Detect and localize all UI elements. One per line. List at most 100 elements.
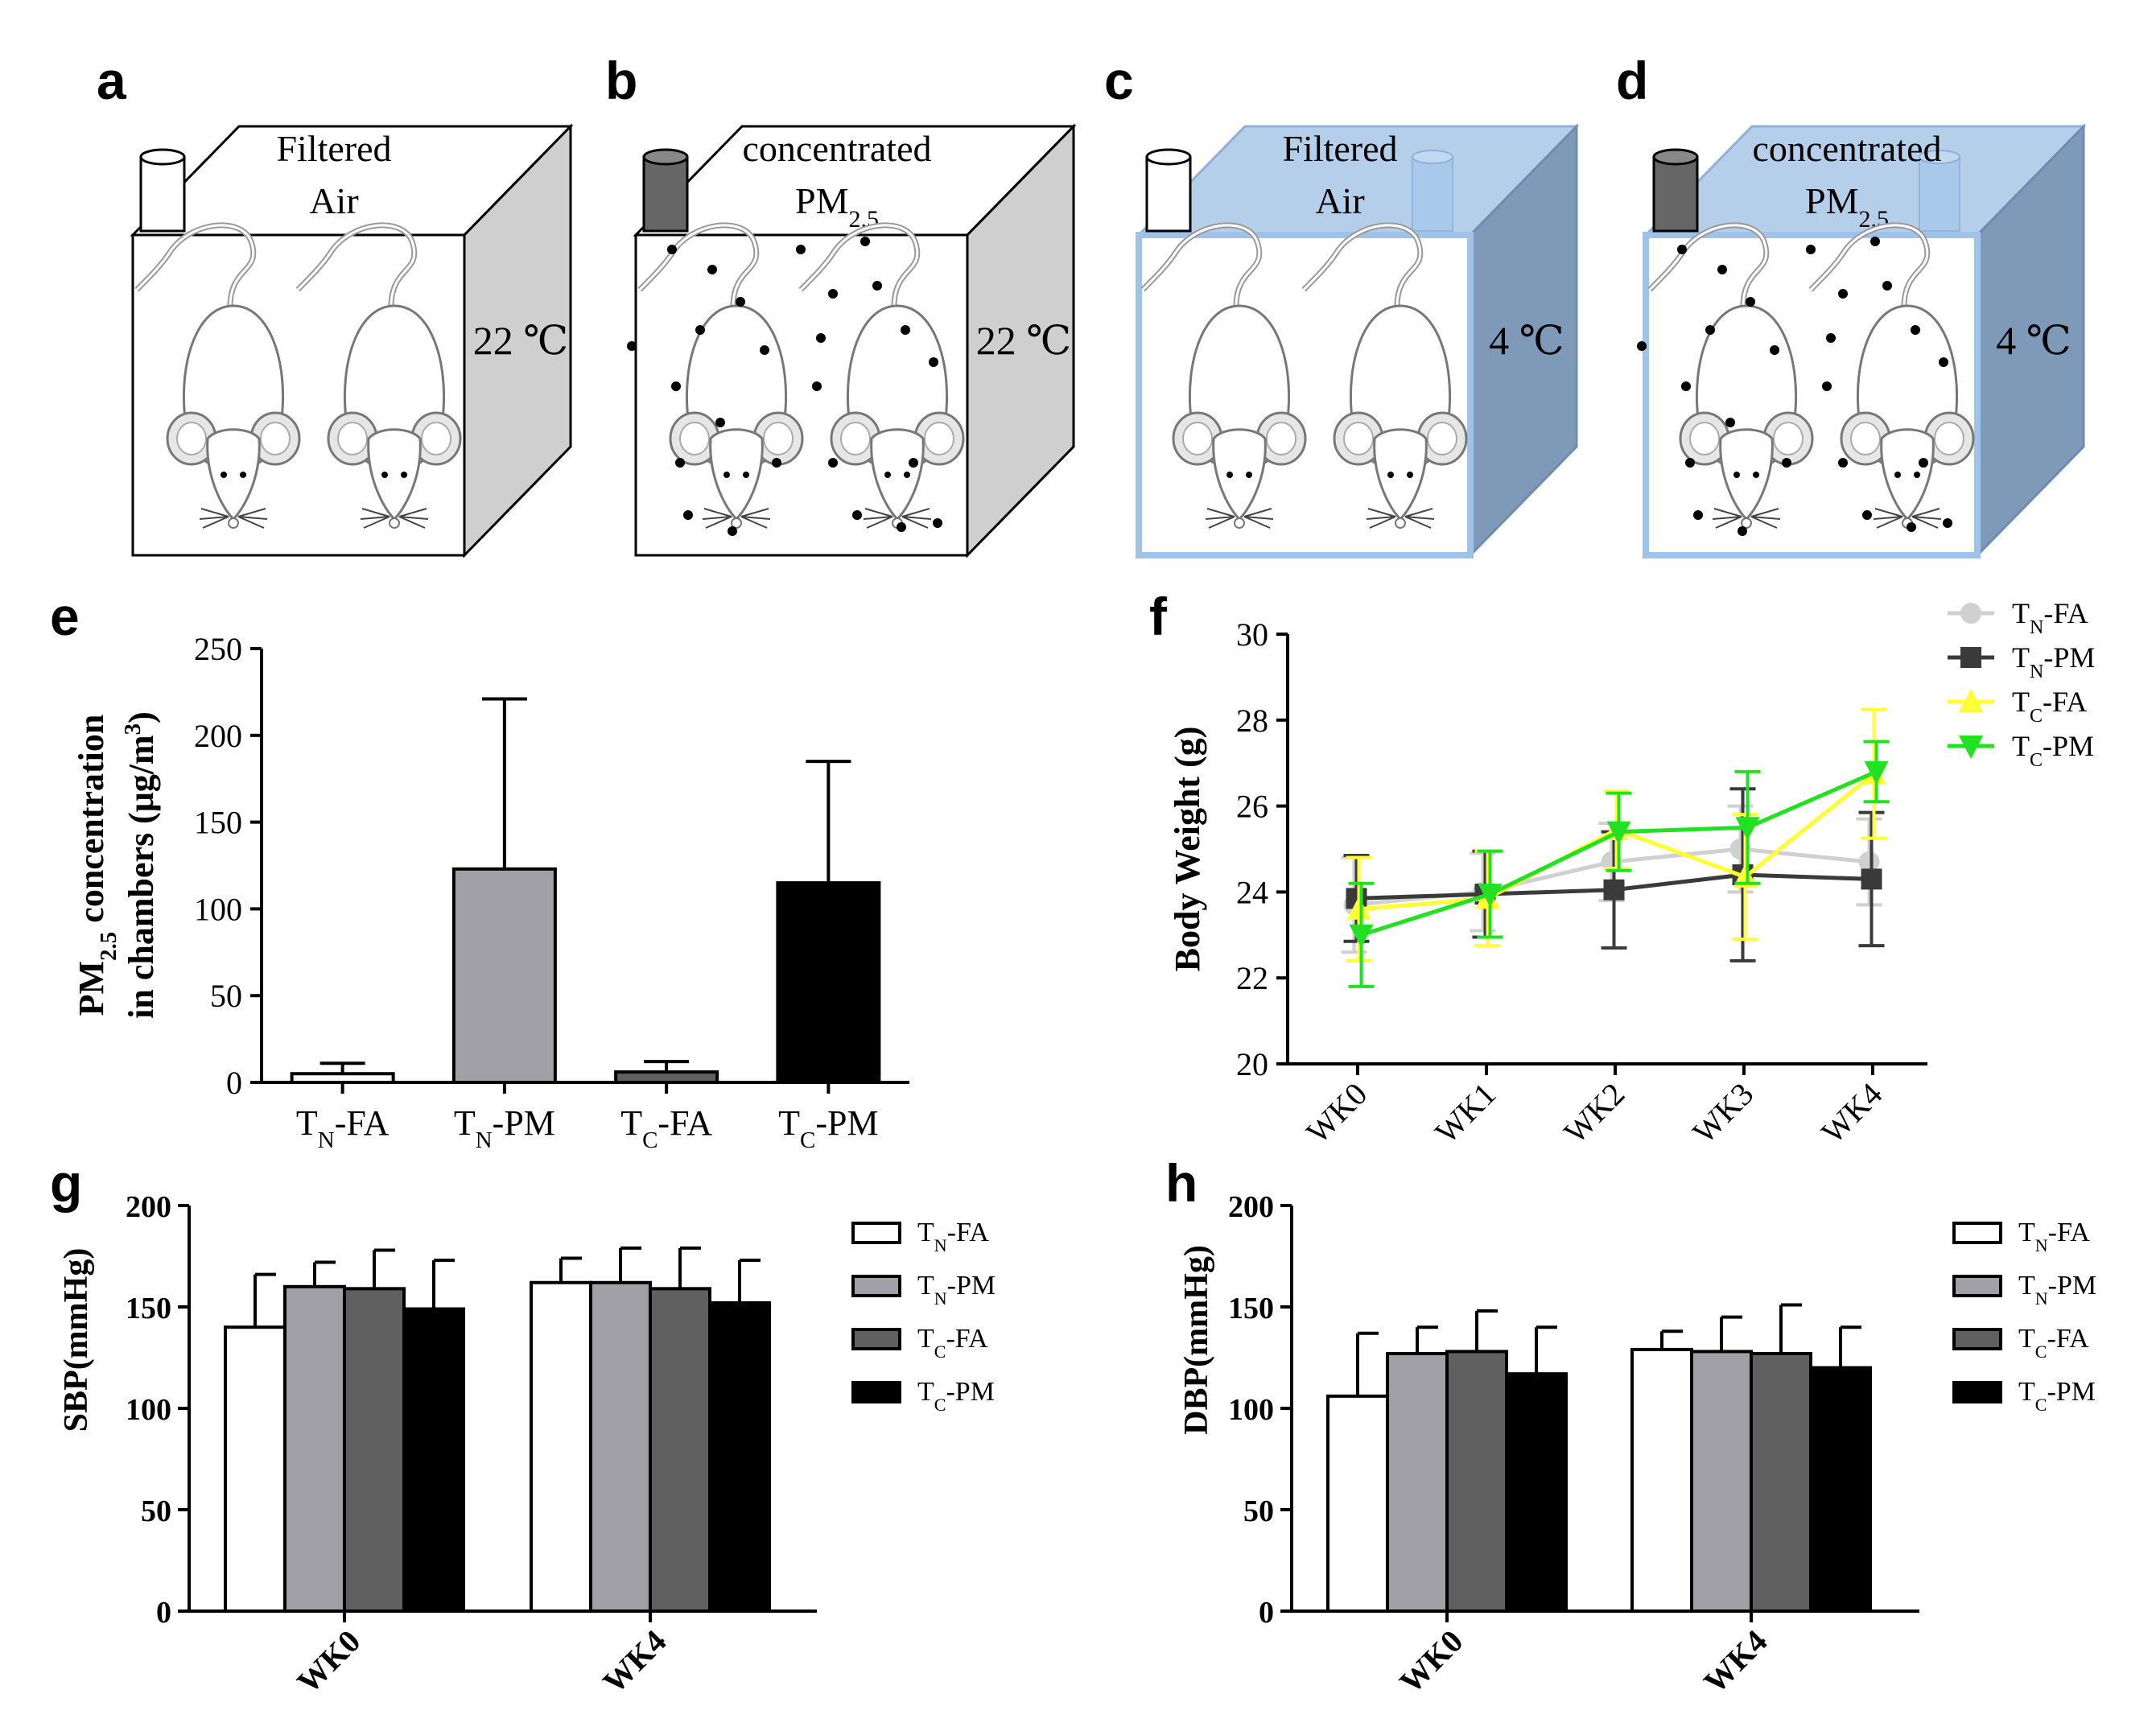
- mouse-eye-right: [1407, 472, 1413, 478]
- mouse-nose: [228, 517, 239, 529]
- x-tick-label: WK1: [1428, 1076, 1503, 1151]
- mouse-whisker: [901, 516, 929, 529]
- legend-swatch: [1952, 1275, 2002, 1297]
- mouse-whisker: [398, 508, 427, 517]
- pm-particle: [901, 325, 910, 335]
- pm-particle: [933, 518, 942, 528]
- chamber-b: concentrated PM2.5 22 ℃: [627, 123, 1077, 558]
- panel-letter-e: e: [50, 587, 80, 646]
- chamber-a: Filtered Air 22 ℃: [130, 123, 574, 558]
- y-tick-label: 200: [1228, 1190, 1274, 1224]
- series-1: TN-PM: [1343, 641, 2095, 962]
- y-tick-label: 30: [1236, 616, 1268, 653]
- mouse-nose: [1741, 517, 1752, 529]
- legend-swatch: [851, 1328, 901, 1350]
- pm-particle: [736, 297, 745, 307]
- y-tick-label: 22: [1236, 960, 1268, 996]
- mouse-left: [1140, 222, 1307, 529]
- mouse-ear-inner-left: [337, 422, 368, 455]
- series-2: TC-FA: [1346, 686, 2087, 962]
- mouse-whisker: [702, 516, 732, 520]
- chamber-temperature: 4 ℃: [1996, 318, 2071, 363]
- mouse-right: [295, 222, 462, 529]
- mouse-whisker: [866, 516, 893, 529]
- point: [1861, 868, 1882, 890]
- mouse-ear-inner-left: [1182, 422, 1213, 455]
- mouse-head: [709, 428, 764, 521]
- mouse-tail-inner: [1302, 224, 1422, 311]
- legend-label: TN-PM: [2018, 1271, 2096, 1309]
- pm-particle: [929, 357, 938, 367]
- mouse-whisker: [398, 516, 426, 529]
- pm-particle: [772, 458, 781, 468]
- cooler-cylinder-top: [1919, 150, 1960, 164]
- pm-particle: [816, 333, 826, 343]
- chamber-label-line1: concentrated: [1753, 128, 1942, 169]
- pm-particle: [1939, 357, 1948, 367]
- mouse-ear-inner-left: [176, 422, 207, 455]
- mouse-ear-inner-right: [924, 422, 954, 455]
- mouse-head: [1719, 428, 1774, 521]
- point: [1959, 689, 1983, 712]
- mouse-whisker: [1366, 516, 1396, 520]
- inlet-cylinder: [642, 155, 689, 233]
- y-tick-label: 0: [1259, 1596, 1274, 1630]
- bar: [649, 1287, 711, 1613]
- point: [1606, 821, 1631, 845]
- chamber-temperature: 4 ℃: [1489, 318, 1564, 363]
- pm-particle: [1806, 245, 1816, 254]
- cooler-cylinder: [1919, 156, 1960, 232]
- bar: [1809, 1366, 1872, 1613]
- chamber-label-line1: concentrated: [743, 128, 932, 169]
- mouse-left: [134, 222, 301, 529]
- y-axis-label-text: Body Weight (g): [1168, 727, 1207, 972]
- mouse-eye-right: [743, 472, 749, 478]
- mouse-ear-inner-left: [1343, 422, 1374, 455]
- point: [1864, 760, 1889, 785]
- pm-particle: [1826, 333, 1836, 343]
- mouse-whisker: [363, 516, 390, 529]
- pm-particle: [1637, 341, 1647, 351]
- mouse-whisker: [1206, 508, 1235, 517]
- mouse-eye-left: [1733, 472, 1740, 478]
- bar: [290, 1072, 395, 1084]
- y-axis-label: SBP(mmHg): [58, 1248, 95, 1432]
- pm-particle: [796, 245, 806, 254]
- mouse-ear-inner-right: [1934, 422, 1964, 455]
- panel-letter-c: c: [1104, 51, 1134, 110]
- mouse-whisker: [1243, 516, 1271, 529]
- mouse-whisker: [360, 516, 390, 520]
- mouse-eye-right: [240, 472, 246, 478]
- mouse-nose: [389, 517, 400, 529]
- legend-label: TN-FA: [2012, 597, 2088, 638]
- point: [1735, 817, 1760, 841]
- pm-particle: [897, 522, 906, 532]
- mouse-tail-inner: [799, 224, 919, 311]
- mouse-head: [1880, 428, 1935, 521]
- mouse-whisker: [237, 516, 268, 520]
- mouse-left: [637, 222, 804, 529]
- panel-letter-d: d: [1616, 51, 1649, 110]
- mouse-whisker: [740, 516, 768, 529]
- mouse-tail-inner: [1809, 224, 1929, 311]
- legend-label: TC-FA: [2018, 1324, 2089, 1362]
- chamber-label-line2: Air: [309, 180, 358, 221]
- y-tick-label: 100: [194, 891, 242, 927]
- inlet-cylinder-top: [1652, 148, 1699, 166]
- pm-particle: [1725, 418, 1735, 427]
- mouse-whisker: [1873, 516, 1903, 520]
- mouse-head: [367, 428, 422, 521]
- chamber-label-line2: Air: [1315, 180, 1364, 221]
- y-tick-label: 50: [210, 978, 242, 1014]
- chamber-label-line2: PM2.5: [1805, 180, 1889, 233]
- point: [1603, 879, 1625, 901]
- legend-swatch: [1952, 1381, 2002, 1403]
- mouse-ear-inner-right: [1773, 422, 1804, 455]
- mouse-whisker: [1911, 516, 1939, 529]
- mouse-eye-left: [723, 472, 730, 478]
- inlet-cylinder-top: [642, 148, 689, 166]
- mouse-eye-right: [1914, 472, 1920, 478]
- cooler-cylinder: [1412, 156, 1453, 232]
- y-tick-label: 100: [126, 1393, 171, 1427]
